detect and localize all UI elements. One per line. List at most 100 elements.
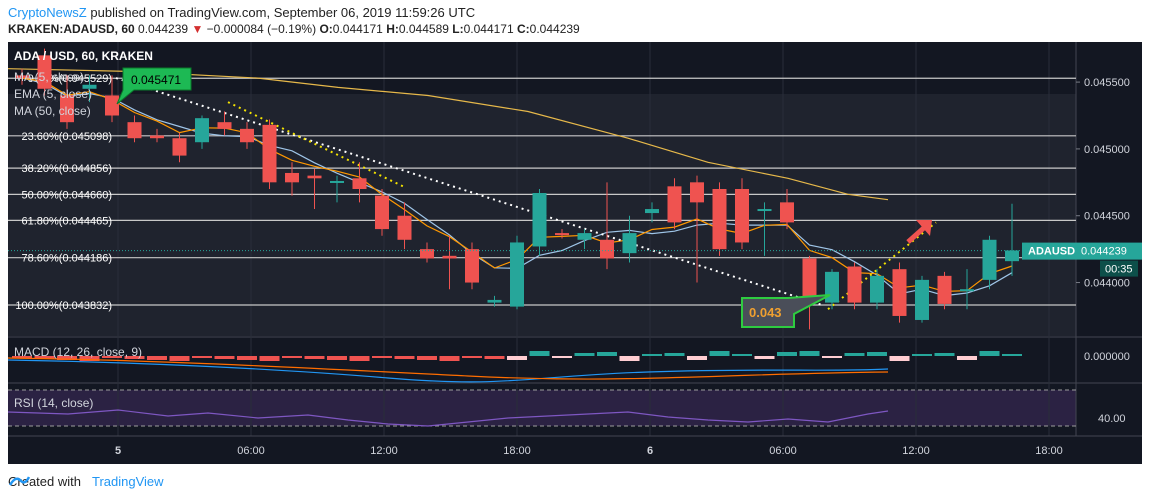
macd-signal-line xyxy=(8,357,889,380)
macd-histogram-bar xyxy=(664,353,685,356)
candle-body xyxy=(870,275,884,303)
open-value: 0.044171 xyxy=(332,22,383,36)
publish-header: CryptoNewsZ published on TradingView.com… xyxy=(8,5,475,20)
fib-label: 50.00%(0.044660) xyxy=(21,189,112,201)
candle-body xyxy=(645,209,659,214)
countdown-box xyxy=(1100,260,1138,277)
bottom-callout-box xyxy=(741,294,831,328)
candle-body xyxy=(825,271,839,303)
price-tick-label: 0.044500 xyxy=(1084,211,1130,223)
downtrend-line xyxy=(115,77,824,307)
candle-body xyxy=(757,209,772,212)
candle-body xyxy=(735,189,749,243)
candle-body xyxy=(510,242,524,307)
macd-histogram-bar xyxy=(462,356,482,358)
created-with-text: Created with xyxy=(8,474,81,489)
macd-histogram-bar xyxy=(777,352,797,356)
candle-body xyxy=(307,175,322,179)
macd-tick-label: 0.000000 xyxy=(1084,351,1130,363)
candle-body xyxy=(960,289,974,292)
time-tick-label: 12:00 xyxy=(370,445,398,457)
change-down-icon: ▼ xyxy=(191,22,204,36)
macd-histogram-bar xyxy=(304,356,325,359)
candle-body xyxy=(600,239,614,259)
candle-body xyxy=(37,55,52,89)
yellow-support-line xyxy=(827,221,937,311)
candle-body xyxy=(375,195,389,230)
macd-histogram-bar xyxy=(979,351,1000,356)
candle-body xyxy=(487,299,502,303)
macd-histogram-bar xyxy=(12,356,32,358)
bottom-callout-value: 0.043 xyxy=(749,305,782,320)
price-tick-label: 0.045000 xyxy=(1084,144,1130,156)
yellow-trend-line xyxy=(227,101,404,188)
candle-body xyxy=(172,138,187,156)
macd-histogram-bar xyxy=(619,356,640,361)
legend-ma50: MA (50, close) xyxy=(14,104,91,118)
time-tick-label: 12:00 xyxy=(902,445,930,457)
candle-body xyxy=(397,215,412,240)
price-label-box xyxy=(1022,242,1142,260)
legend-rsi: RSI (14, close) xyxy=(14,396,93,410)
candle-body xyxy=(622,233,637,254)
candle-body xyxy=(667,186,682,223)
chart-area[interactable]: 0.00%(0.045529) 23.60%(0.045098) 38.20%(0.… xyxy=(8,42,1142,464)
close-value: 0.044239 xyxy=(529,22,580,36)
fib-label: 23.60%(0.045098) xyxy=(21,131,112,143)
candle-body xyxy=(217,122,232,129)
macd-histogram-bar xyxy=(417,356,437,360)
legend-ma5: MA (5, close) xyxy=(14,70,84,84)
macd-histogram-bar xyxy=(507,356,527,360)
candle-body xyxy=(847,266,862,303)
candle-body xyxy=(780,202,794,223)
close-label: C: xyxy=(517,22,530,36)
publish-info: published on TradingView.com, September … xyxy=(90,5,476,20)
macd-histogram-bar xyxy=(439,356,460,361)
macd-histogram-bar xyxy=(79,356,100,361)
candle-body xyxy=(262,124,277,183)
macd-histogram-bar xyxy=(799,351,820,356)
macd-histogram-bar xyxy=(687,356,707,360)
macd-histogram-bar xyxy=(529,351,550,356)
candle-body xyxy=(150,135,164,139)
candle-body xyxy=(577,233,592,240)
candle-body xyxy=(690,182,704,203)
macd-histogram-bar xyxy=(214,356,235,359)
macd-histogram-bar xyxy=(1002,354,1022,356)
macd-histogram-bar xyxy=(484,356,505,359)
ma50-line xyxy=(8,68,889,201)
tradingview-brand[interactable]: TradingView xyxy=(92,474,164,489)
countdown-label: 00:35 xyxy=(1105,264,1133,276)
fib-label: 78.60%(0.044186) xyxy=(21,253,112,265)
macd-line xyxy=(8,359,889,383)
fib-label: 100.00%(0.043832) xyxy=(15,300,112,312)
price-tick-label: 0.044000 xyxy=(1084,278,1130,290)
time-tick-label: 5 xyxy=(115,445,121,457)
candle-body xyxy=(330,180,344,183)
macd-histogram-bar xyxy=(124,356,145,359)
low-value: 0.044171 xyxy=(463,22,514,36)
macd-histogram-bar xyxy=(169,356,190,361)
publisher-name[interactable]: CryptoNewsZ xyxy=(8,5,87,20)
price-chart[interactable]: 0.00%(0.045529)23.60%(0.045098)38.20%(0.… xyxy=(8,42,1142,464)
price-tick-label: 0.045500 xyxy=(1084,77,1130,89)
macd-histogram-bar xyxy=(709,351,730,356)
macd-histogram-bar xyxy=(597,352,617,356)
macd-histogram-bar xyxy=(957,356,977,360)
macd-histogram-bar xyxy=(372,356,392,358)
candle-body xyxy=(240,128,254,143)
legend-title: ADA / USD, 60, KRAKEN xyxy=(14,49,153,63)
candle-body xyxy=(712,189,727,250)
legend-ema5: EMA (5, close) xyxy=(14,87,92,101)
candle-body xyxy=(555,233,569,236)
macd-histogram-bar xyxy=(552,356,572,358)
macd-histogram-bar xyxy=(754,356,775,359)
candle-body xyxy=(127,122,142,139)
time-tick-label: 18:00 xyxy=(1035,445,1063,457)
macd-histogram-bar xyxy=(822,356,842,358)
price-label-symbol: ADAUSD xyxy=(1028,246,1075,258)
macd-histogram-bar xyxy=(349,356,370,361)
fib-label: 61.80%(0.044465) xyxy=(21,215,112,227)
macd-histogram-bar xyxy=(867,352,887,356)
candle-body xyxy=(892,269,907,316)
